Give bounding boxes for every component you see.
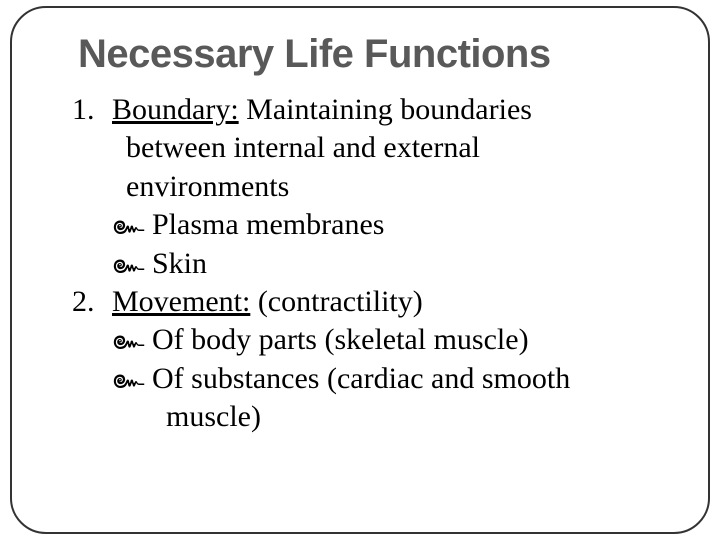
bullet-item: ๛ Skin (112, 245, 672, 283)
slide-content: 1. Boundary: Maintaining boundaries betw… (48, 91, 672, 437)
list-item: 2. Movement: (contractility) (72, 283, 672, 321)
list-number: 2. (72, 283, 112, 321)
bullet-text: Plasma membranes (152, 206, 384, 244)
list-text: Boundary: Maintaining boundaries (112, 91, 532, 129)
list-rest: Maintaining boundaries (239, 93, 532, 126)
slide-title: Necessary Life Functions (78, 32, 672, 77)
bullet-icon: ๛ (112, 247, 152, 283)
bullet-icon: ๛ (112, 362, 152, 398)
list-text: Movement: (contractility) (112, 283, 423, 321)
list-item: 1. Boundary: Maintaining boundaries (72, 91, 672, 129)
bullet-text: Of substances (cardiac and smooth (152, 360, 570, 398)
bullet-icon: ๛ (112, 208, 152, 244)
list-continuation: between internal and external (126, 129, 672, 167)
slide-frame: Necessary Life Functions 1. Boundary: Ma… (10, 6, 710, 534)
list-number: 1. (72, 91, 112, 129)
bullet-text: Skin (152, 245, 207, 283)
bullet-item: ๛ Of substances (cardiac and smooth (112, 360, 672, 398)
list-rest: (contractility) (250, 285, 422, 318)
slide: Necessary Life Functions 1. Boundary: Ma… (0, 0, 720, 540)
list-continuation: environments (126, 168, 672, 206)
bullet-icon: ๛ (112, 323, 152, 359)
bullet-text: Of body parts (skeletal muscle) (152, 321, 529, 359)
list-term: Movement: (112, 285, 250, 318)
bullet-item: ๛ Of body parts (skeletal muscle) (112, 321, 672, 359)
bullet-continuation: muscle) (166, 398, 672, 436)
list-term: Boundary: (112, 93, 239, 126)
bullet-item: ๛ Plasma membranes (112, 206, 672, 244)
